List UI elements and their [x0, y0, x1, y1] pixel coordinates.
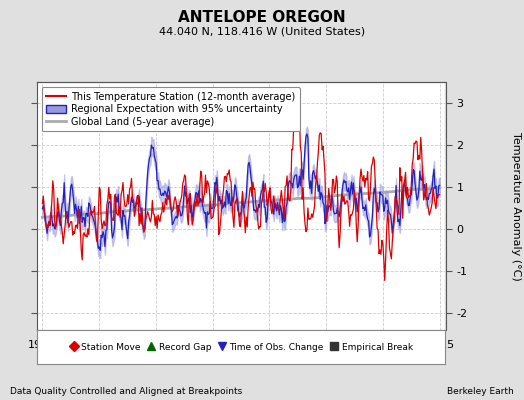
Legend: This Temperature Station (12-month average), Regional Expectation with 95% uncer: This Temperature Station (12-month avera…	[41, 87, 300, 132]
Legend: Station Move, Record Gap, Time of Obs. Change, Empirical Break: Station Move, Record Gap, Time of Obs. C…	[67, 340, 416, 354]
Text: 44.040 N, 118.416 W (United States): 44.040 N, 118.416 W (United States)	[159, 26, 365, 36]
Text: Data Quality Controlled and Aligned at Breakpoints: Data Quality Controlled and Aligned at B…	[10, 387, 243, 396]
Text: ANTELOPE OREGON: ANTELOPE OREGON	[178, 10, 346, 25]
Text: Berkeley Earth: Berkeley Earth	[447, 387, 514, 396]
Text: Temperature Anomaly (°C): Temperature Anomaly (°C)	[511, 132, 521, 280]
